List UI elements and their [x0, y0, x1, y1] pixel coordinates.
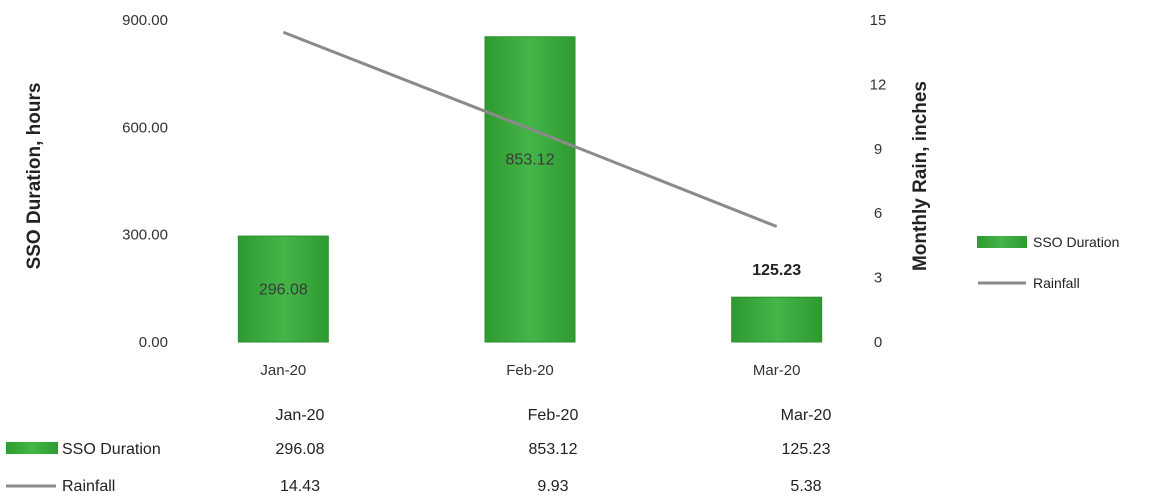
bar-data-labels: 296.08 853.12 125.23 [259, 152, 801, 299]
data-table: Jan-20 Feb-20 Mar-20 SSO Duration 296.08… [6, 407, 831, 495]
legend-label-rainfall: Rainfall [1033, 275, 1080, 291]
table-row-label-sso-duration: SSO Duration [62, 441, 161, 458]
x-tick-label: Mar-20 [753, 362, 801, 379]
y2-tick-label: 3 [874, 270, 882, 287]
legend: SSO Duration Rainfall [977, 234, 1119, 291]
bar-data-label: 125.23 [752, 262, 801, 279]
table-cell-sso-feb: 853.12 [529, 441, 578, 458]
table-header-1: Feb-20 [528, 407, 579, 424]
y2-tick-label: 9 [874, 141, 882, 158]
y-axis-title: SSO Duration, hours [24, 83, 45, 270]
y-tick-label: 300.00 [122, 227, 168, 244]
table-header-2: Mar-20 [781, 407, 832, 424]
table-cell-rain-jan: 14.43 [280, 478, 320, 495]
legend-swatch-sso-duration [977, 236, 1027, 248]
table-row-label-rainfall: Rainfall [62, 478, 115, 495]
x-axis-ticks: Jan-20 Feb-20 Mar-20 [260, 362, 800, 379]
table-header-0: Jan-20 [276, 407, 325, 424]
line-series-rainfall [282, 30, 778, 228]
y-tick-label: 0.00 [139, 334, 168, 351]
y2-tick-label: 0 [874, 334, 882, 351]
y-axis-ticks: 0.00 300.00 600.00 900.00 [122, 12, 168, 351]
y2-tick-label: 15 [870, 12, 887, 29]
bar-data-label: 296.08 [259, 281, 308, 298]
y2-tick-label: 12 [870, 76, 887, 93]
table-cell-sso-mar: 125.23 [782, 441, 831, 458]
table-cell-rain-feb: 9.93 [537, 478, 568, 495]
bar-series-sso-duration [237, 36, 823, 343]
y-tick-label: 900.00 [122, 12, 168, 29]
bar-data-label: 853.12 [506, 152, 555, 169]
table-cell-rain-mar: 5.38 [790, 478, 821, 495]
table-swatch-sso-duration [6, 442, 58, 454]
y2-axis-title: Monthly Rain, inches [910, 81, 931, 271]
y2-tick-label: 6 [874, 205, 882, 222]
bar-feb-20 [484, 36, 576, 343]
legend-label-sso-duration: SSO Duration [1033, 234, 1119, 250]
x-tick-label: Jan-20 [260, 362, 306, 379]
y-tick-label: 600.00 [122, 119, 168, 136]
bar-mar-20 [731, 296, 823, 343]
bar-jan-20 [237, 235, 329, 343]
x-tick-label: Feb-20 [506, 362, 554, 379]
y2-axis-ticks: 0 3 6 9 12 15 [870, 12, 887, 351]
table-cell-sso-jan: 296.08 [276, 441, 325, 458]
